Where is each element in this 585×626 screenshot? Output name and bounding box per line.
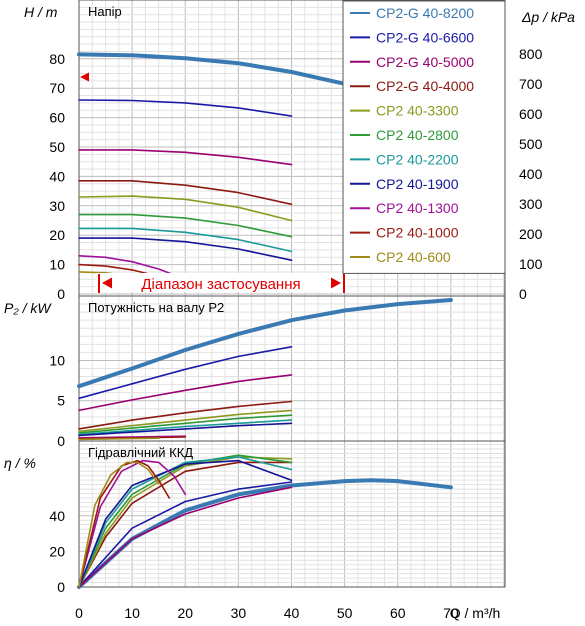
series-line-6 bbox=[78, 213, 293, 238]
y2-tick-label: 600 bbox=[519, 106, 543, 122]
series-line-7 bbox=[78, 456, 293, 588]
series-line-8 bbox=[78, 459, 293, 588]
series-line-11 bbox=[78, 461, 160, 588]
y-tick-label: 20 bbox=[49, 227, 65, 243]
panel-title: Гідравлічний ККД bbox=[88, 445, 193, 460]
x-tick-label: 40 bbox=[284, 605, 300, 621]
y-tick-label: 20 bbox=[49, 543, 65, 559]
series-line-1 bbox=[77, 298, 453, 389]
x-tick-label: 70 bbox=[443, 605, 459, 621]
y2-tick-label: 200 bbox=[519, 226, 543, 242]
efficiency-panel: 0 20 40 Гідравлічний ККД η / % 0 10 20 30 40 50 60 7… bbox=[4, 440, 506, 621]
series-line-10 bbox=[78, 459, 171, 588]
series-line-5 bbox=[78, 456, 293, 588]
legend-entry: CP2 40-3300 bbox=[376, 103, 459, 119]
legend-entry: CP2-G 40-8200 bbox=[376, 5, 474, 21]
y-axis-label: H / m bbox=[24, 4, 58, 20]
series-line-5 bbox=[78, 409, 293, 433]
legend-entry: CP2 40-1000 bbox=[376, 225, 459, 241]
series-group bbox=[77, 298, 453, 441]
y-axis-label: η / % bbox=[4, 455, 36, 471]
legend-entry: CP2 40-2800 bbox=[376, 127, 459, 143]
y-tick-label: 10 bbox=[49, 257, 65, 273]
series-line-5 bbox=[78, 195, 293, 222]
series-line-4 bbox=[78, 400, 293, 430]
power-panel: 0 5 10 Потужність на валу P2 P₂ / kW bbox=[4, 295, 506, 449]
y-tick-label: 60 bbox=[49, 110, 65, 126]
series-line-4 bbox=[78, 180, 293, 206]
series-line-11 bbox=[78, 437, 160, 441]
x-axis-label: Q / m³/h bbox=[450, 605, 501, 621]
x-tick-label: 0 bbox=[75, 605, 83, 621]
series-line-2 bbox=[78, 346, 293, 400]
legend-entry: CP2-G 40-6600 bbox=[376, 29, 474, 45]
legend: CP2-G 40-8200 CP2-G 40-6600 CP2-G 40-5000 C… bbox=[342, 0, 506, 274]
x-tick-label: 10 bbox=[124, 605, 140, 621]
panel-title: Потужність на валу P2 bbox=[88, 300, 224, 315]
series-line-7 bbox=[78, 419, 293, 436]
legend-entry: CP2 40-2200 bbox=[376, 151, 459, 167]
series-line-9 bbox=[78, 255, 187, 281]
series-line-4 bbox=[78, 461, 293, 588]
y2-tick-label: 100 bbox=[519, 256, 543, 272]
y-tick-label: 10 bbox=[49, 352, 65, 368]
y2-tick-label: 700 bbox=[519, 76, 543, 92]
y-tick-label: 0 bbox=[57, 286, 65, 302]
legend-entry: CP2 40-1300 bbox=[376, 200, 459, 216]
y2-tick-label: 800 bbox=[519, 46, 543, 62]
y-tick-label: 80 bbox=[49, 51, 65, 67]
series-line-1 bbox=[77, 478, 453, 589]
series-line-6 bbox=[78, 414, 293, 434]
legend-entry: CP2-G 40-4000 bbox=[376, 78, 474, 94]
y2-tick-label: 400 bbox=[519, 166, 543, 182]
y2-tick-label: 500 bbox=[519, 136, 543, 152]
series-line-3 bbox=[78, 486, 293, 588]
panel-title: Напір bbox=[88, 4, 122, 19]
y-tick-label: 5 bbox=[57, 393, 65, 409]
legend-entry: CP2-G 40-5000 bbox=[376, 54, 474, 70]
series-line-2 bbox=[78, 99, 293, 117]
legend-entry: CP2 40-600 bbox=[376, 249, 451, 265]
series-group bbox=[77, 454, 453, 589]
x-tick-label: 60 bbox=[390, 605, 406, 621]
series-line-2 bbox=[78, 481, 293, 588]
panel-frame bbox=[78, 440, 506, 588]
x-tick-label: 50 bbox=[337, 605, 353, 621]
y-tick-label: 40 bbox=[49, 508, 65, 524]
series-line-8 bbox=[78, 422, 293, 437]
legend-entry: CP2 40-1900 bbox=[376, 176, 459, 192]
y-tick-label: 30 bbox=[49, 198, 65, 214]
application-range: Діапазон застосування bbox=[96, 273, 347, 293]
series-line-3 bbox=[78, 149, 293, 166]
series-line-7 bbox=[78, 227, 293, 253]
x-tick-label: 20 bbox=[177, 605, 193, 621]
y-tick-label: 0 bbox=[57, 433, 65, 449]
series-line-9 bbox=[78, 459, 187, 588]
operating-point-marker bbox=[80, 72, 89, 82]
series-line-8 bbox=[78, 237, 293, 261]
y-axis-label: P₂ / kW bbox=[4, 300, 52, 316]
x-tick-label: 30 bbox=[231, 605, 247, 621]
y-tick-label: 50 bbox=[49, 139, 65, 155]
y-tick-label: 0 bbox=[57, 579, 65, 595]
y2-axis-label: Δp / kPa bbox=[521, 9, 575, 25]
legend-box bbox=[342, 0, 506, 274]
y2-tick-label: 300 bbox=[519, 196, 543, 212]
y-tick-label: 70 bbox=[49, 80, 65, 96]
y-tick-label: 40 bbox=[49, 168, 65, 184]
y2-tick-label: 0 bbox=[519, 286, 527, 302]
application-range-label: Діапазон застосування bbox=[141, 276, 300, 293]
series-line-3 bbox=[78, 374, 293, 412]
